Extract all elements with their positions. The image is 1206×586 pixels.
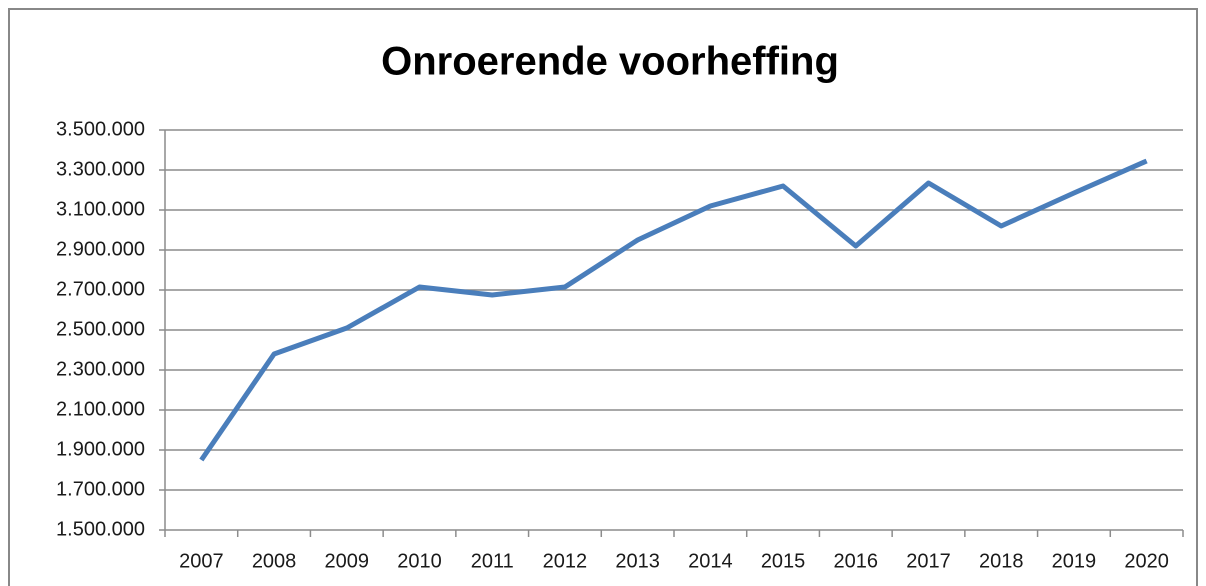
y-tick-label: 1.500.000	[56, 518, 145, 540]
y-tick-label: 1.900.000	[56, 438, 145, 460]
y-tick-label: 2.300.000	[56, 358, 145, 380]
x-tick-label: 2008	[252, 550, 297, 572]
x-tick-label: 2014	[688, 550, 733, 572]
x-tick-label: 2020	[1124, 550, 1169, 572]
y-tick-label: 2.900.000	[56, 238, 145, 260]
x-tick-label: 2009	[325, 550, 370, 572]
chart-title: Onroerende voorheffing	[381, 40, 839, 84]
y-tick-label: 2.500.000	[56, 318, 145, 340]
y-tick-label: 1.700.000	[56, 478, 145, 500]
x-tick-label: 2015	[761, 550, 806, 572]
y-tick-label: 3.300.000	[56, 158, 145, 180]
x-tick-label: 2017	[906, 550, 951, 572]
x-tick-label: 2012	[543, 550, 588, 572]
y-tick-label: 2.100.000	[56, 398, 145, 420]
x-tick-label: 2011	[471, 550, 514, 572]
data-line	[199, 158, 1148, 462]
x-tick-label: 2010	[397, 550, 442, 572]
x-tick-label: 2013	[615, 550, 660, 572]
y-tick-label: 2.700.000	[56, 278, 145, 300]
y-tick-label: 3.100.000	[56, 198, 145, 220]
x-tick-label: 2018	[979, 550, 1024, 572]
y-tick-label: 3.500.000	[56, 118, 145, 140]
x-tick-label: 2016	[834, 550, 879, 572]
x-tick-label: 2007	[179, 550, 224, 572]
chart-frame	[8, 8, 1198, 586]
x-tick-label: 2019	[1052, 550, 1097, 572]
